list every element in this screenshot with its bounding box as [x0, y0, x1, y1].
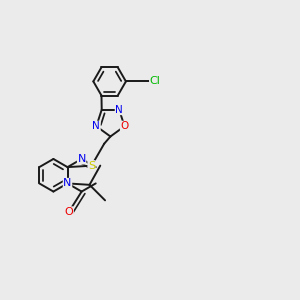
Text: O: O: [64, 207, 73, 217]
Text: O: O: [120, 121, 129, 131]
Text: N: N: [115, 105, 123, 115]
Text: N: N: [92, 121, 100, 131]
Text: N: N: [77, 154, 86, 164]
Text: Cl: Cl: [150, 76, 160, 86]
Text: N: N: [63, 178, 72, 188]
Text: S: S: [88, 161, 95, 171]
